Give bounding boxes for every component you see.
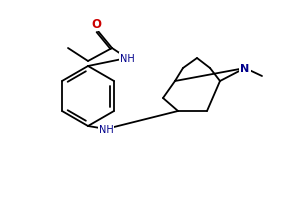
- Text: N: N: [240, 64, 250, 74]
- Text: NH: NH: [120, 54, 134, 64]
- Text: O: O: [91, 18, 101, 31]
- Text: NH: NH: [99, 124, 113, 134]
